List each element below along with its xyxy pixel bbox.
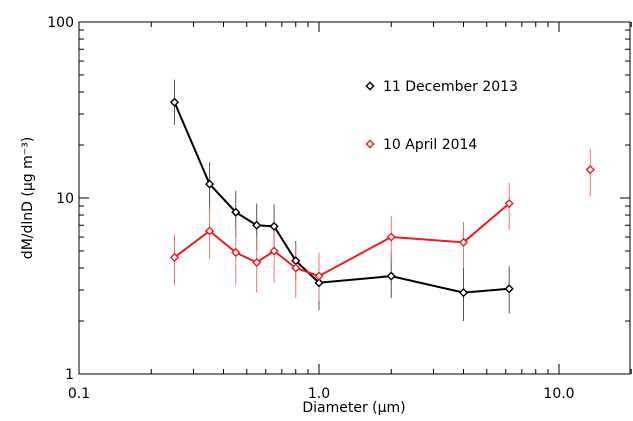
x-axis-label: Diameter (μm) xyxy=(302,400,405,416)
data-point xyxy=(585,165,595,175)
data-point xyxy=(269,246,279,256)
y-tick-label: 100 xyxy=(47,15,74,31)
data-point xyxy=(204,226,215,236)
legend: 11 December 2013 10 April 2014 xyxy=(365,79,518,153)
data-point xyxy=(169,252,180,262)
data-point xyxy=(252,257,262,268)
data-point xyxy=(504,284,514,294)
series-line xyxy=(173,101,510,294)
data-point xyxy=(504,198,514,209)
data-point xyxy=(386,271,396,281)
series-lines xyxy=(173,101,510,294)
series-markers xyxy=(169,97,595,298)
data-point xyxy=(386,232,396,242)
x-tick-label: 0.1 xyxy=(68,386,90,402)
data-point xyxy=(458,237,469,247)
data-point xyxy=(314,271,324,281)
x-tick-label: 10.0 xyxy=(543,386,574,402)
data-point xyxy=(291,263,301,273)
data-point xyxy=(314,278,324,288)
data-point xyxy=(231,207,241,217)
legend-label: 10 April 2014 xyxy=(383,137,477,153)
data-point xyxy=(169,97,180,107)
data-point xyxy=(269,221,279,231)
axis-ticks xyxy=(78,21,632,375)
data-point xyxy=(231,247,241,258)
series-line xyxy=(173,202,510,278)
error-bars xyxy=(174,79,591,322)
data-point xyxy=(458,288,469,298)
legend-marker xyxy=(365,139,375,149)
legend-label: 11 December 2013 xyxy=(383,79,518,95)
y-axis-label: dM/dlnD (μg m⁻³) xyxy=(20,137,36,259)
plot-frame xyxy=(78,21,631,375)
legend-marker xyxy=(365,81,375,91)
y-tick-label: 1 xyxy=(65,367,74,383)
y-tick-label: 10 xyxy=(56,191,74,207)
data-point xyxy=(204,179,215,189)
data-point xyxy=(252,220,262,230)
x-tick-label: 1.0 xyxy=(308,386,330,402)
tick-labels: 0.1 1.0 10.0 1 10 100 xyxy=(47,15,574,402)
